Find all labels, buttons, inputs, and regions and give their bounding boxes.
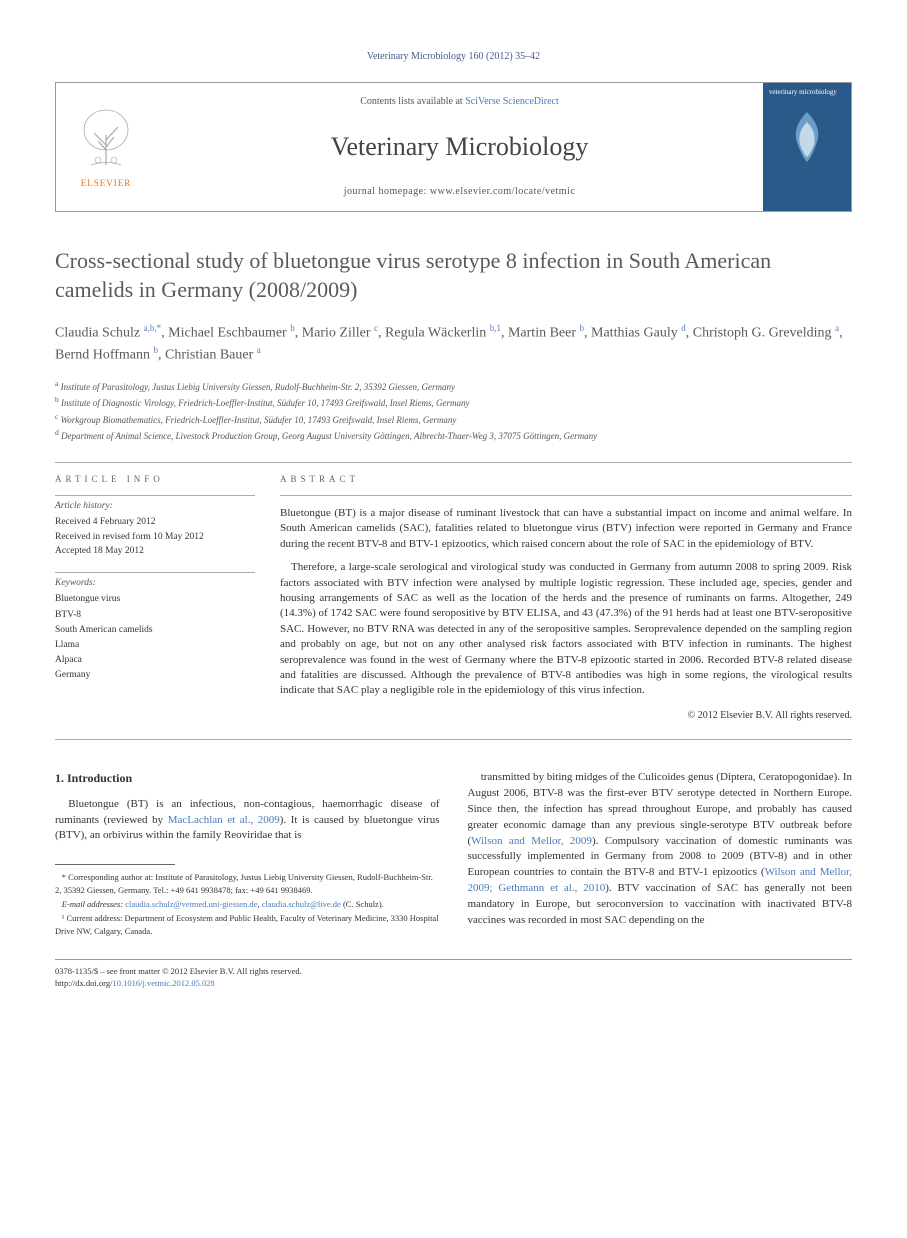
article-history-heading: Article history: [55,500,255,513]
affiliation-line: a Institute of Parasitology, Justus Lieb… [55,378,852,395]
keyword-line: Llama [55,638,255,653]
email-label: E-mail addresses: [62,899,125,909]
email-link-2[interactable]: claudia.schulz@live.de [262,899,341,909]
keyword-line: Bluetongue virus [55,592,255,607]
text-fragment: (C. Schulz). [341,899,384,909]
intro-paragraph-continued: transmitted by biting midges of the Culi… [468,770,853,929]
intro-paragraph-1: Bluetongue (BT) is an infectious, non-co… [55,797,440,845]
journal-name: Veterinary Microbiology [331,129,589,165]
affiliation-line: d Department of Animal Science, Livestoc… [55,427,852,444]
article-info-column: ARTICLE INFO Article history: Received 4… [55,473,255,723]
elsevier-tree-icon [76,105,136,175]
history-line: Received in revised form 10 May 2012 [55,530,255,544]
corresponding-author-note: * Corresponding author at: Institute of … [55,871,440,896]
keyword-line: South American camelids [55,623,255,638]
authors-list: Claudia Schulz a,b,*, Michael Eschbaumer… [55,322,852,365]
article-info-label: ARTICLE INFO [55,473,255,486]
sciencedirect-link[interactable]: SciVerse ScienceDirect [465,96,559,107]
introduction-heading: 1. Introduction [55,770,440,787]
journal-reference: Veterinary Microbiology 160 (2012) 35–42 [55,50,852,64]
elsevier-label: ELSEVIER [81,177,132,190]
citation-link[interactable]: MacLachlan et al., 2009 [168,814,280,826]
copyright-line: © 2012 Elsevier B.V. All rights reserved… [280,709,852,723]
citation-link[interactable]: Wilson and Mellor, 2009 [471,835,592,847]
article-title: Cross-sectional study of bluetongue viru… [55,247,852,304]
doi-link[interactable]: 10.1016/j.vetmic.2012.05.028 [112,978,214,988]
abstract-paragraph: Therefore, a large-scale serological and… [280,560,852,699]
header-center: Contents lists available at SciVerse Sci… [156,83,763,211]
journal-homepage-line: journal homepage: www.elsevier.com/locat… [344,185,576,199]
homepage-url[interactable]: www.elsevier.com/locate/vetmic [430,186,575,197]
journal-cover-thumbnail: veterinary microbiology [763,83,851,211]
affiliation-line: c Workgroup Biomathematics, Friedrich-Lo… [55,411,852,428]
keyword-line: Germany [55,668,255,683]
bottom-left: 0378-1135/$ – see front matter © 2012 El… [55,966,302,990]
contents-prefix: Contents lists available at [360,96,465,107]
cover-title: veterinary microbiology [769,89,845,97]
contents-available-line: Contents lists available at SciVerse Sci… [360,95,559,109]
bottom-bar: 0378-1135/$ – see front matter © 2012 El… [55,959,852,990]
footnote-divider [55,864,175,865]
homepage-prefix: journal homepage: [344,186,430,197]
keywords-heading: Keywords: [55,577,255,590]
abstract-label: ABSTRACT [280,473,852,486]
body-column-right: transmitted by biting midges of the Culi… [468,770,853,939]
body-two-column: 1. Introduction Bluetongue (BT) is an in… [55,770,852,939]
abstract-column: ABSTRACT Bluetongue (BT) is a major dise… [280,473,852,723]
cover-art-icon [782,107,832,167]
keyword-line: BTV-8 [55,608,255,623]
current-address-note: ¹ Current address: Department of Ecosyst… [55,912,440,937]
abstract-paragraph: Bluetongue (BT) is a major disease of ru… [280,506,852,552]
affiliation-line: b Institute of Diagnostic Virology, Frie… [55,394,852,411]
journal-header-box: ELSEVIER Contents lists available at Sci… [55,82,852,212]
body-column-left: 1. Introduction Bluetongue (BT) is an in… [55,770,440,939]
email-line: E-mail addresses: claudia.schulz@vetmed.… [55,898,440,910]
footnotes-block: * Corresponding author at: Institute of … [55,871,440,937]
keyword-line: Alpaca [55,653,255,668]
elsevier-logo: ELSEVIER [56,83,156,211]
affiliations-list: a Institute of Parasitology, Justus Lieb… [55,378,852,444]
divider [55,462,852,463]
email-link-1[interactable]: claudia.schulz@vetmed.uni-giessen.de [125,899,257,909]
history-line: Received 4 February 2012 [55,515,255,529]
issn-line: 0378-1135/$ – see front matter © 2012 El… [55,966,302,978]
history-line: Accepted 18 May 2012 [55,544,255,558]
doi-label: http://dx.doi.org/ [55,978,112,988]
